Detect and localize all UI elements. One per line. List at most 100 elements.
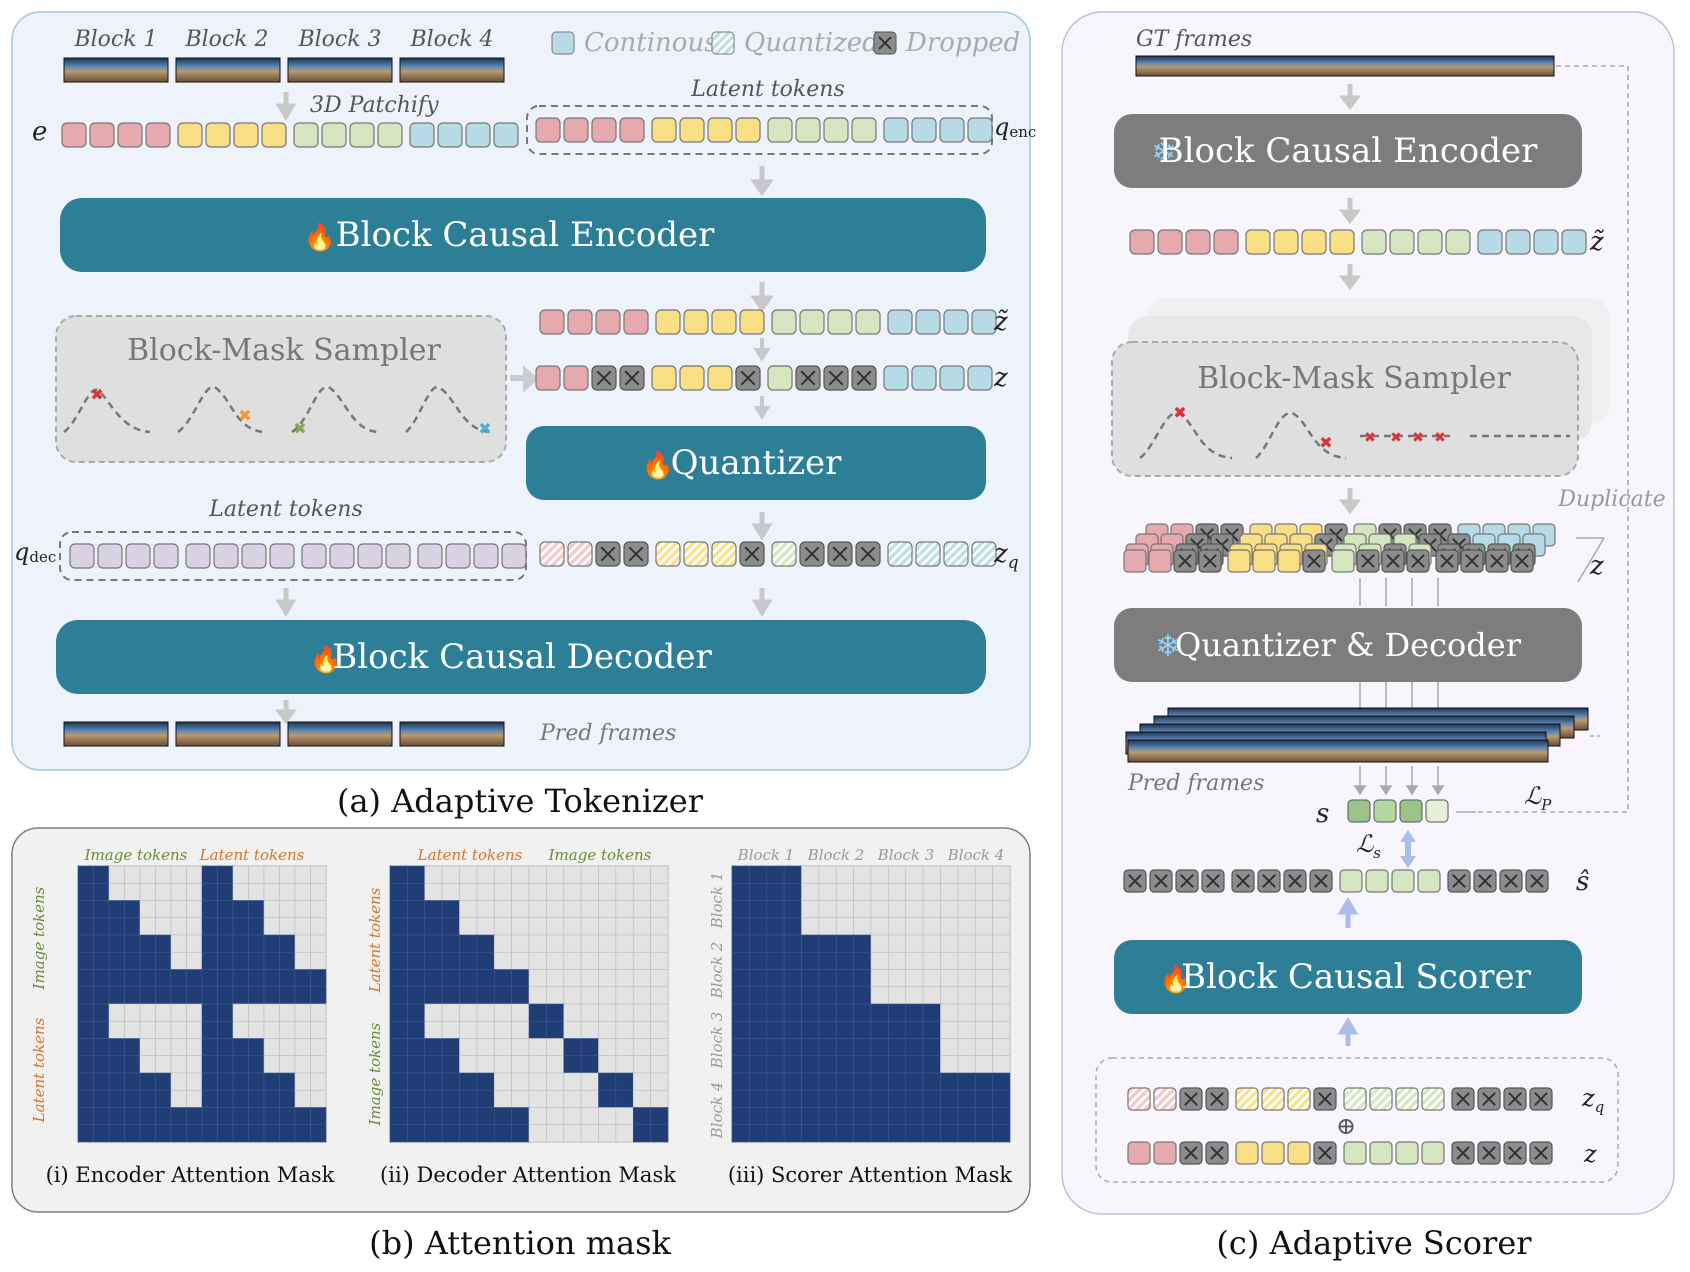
mask-cell-blocked bbox=[563, 969, 582, 988]
mask-cell-blocked bbox=[511, 1038, 530, 1057]
mask-cell-blocked bbox=[124, 1003, 141, 1022]
panel-a-caption: (a) Adaptive Tokenizer bbox=[337, 782, 704, 820]
token bbox=[539, 309, 565, 335]
mask-cell-attend bbox=[441, 1055, 460, 1074]
mask-cell-attend bbox=[853, 1107, 872, 1126]
mask-cell-attend bbox=[783, 986, 802, 1005]
token-row-e bbox=[61, 122, 519, 148]
mask-cell-blocked bbox=[493, 1038, 512, 1057]
sample-point-red: ✖ bbox=[90, 387, 103, 404]
mask-cell-attend bbox=[801, 1089, 820, 1108]
panel-b-caption: (b) Attention mask bbox=[369, 1224, 671, 1262]
mask-cell-attend bbox=[940, 1089, 959, 1108]
mask-cell-blocked bbox=[493, 1020, 512, 1039]
token bbox=[493, 122, 519, 148]
mask-cell-blocked bbox=[957, 865, 976, 884]
mask-cell-blocked bbox=[992, 1038, 1011, 1057]
mask-cell-attend bbox=[632, 1107, 651, 1126]
mask-cell-attend bbox=[279, 1089, 296, 1108]
mask-cell-blocked bbox=[511, 1003, 530, 1022]
mask-cell-blocked bbox=[992, 865, 1011, 884]
mask-cell-blocked bbox=[650, 917, 669, 936]
mask-cell-attend bbox=[598, 1089, 617, 1108]
mask-cell-attend bbox=[546, 1020, 565, 1039]
mask-cell-attend bbox=[801, 1124, 820, 1143]
mask-cell-attend bbox=[905, 1107, 924, 1126]
mask-cell-blocked bbox=[563, 1072, 582, 1091]
mask-cell-blocked bbox=[139, 1038, 156, 1057]
mask-cell-blocked bbox=[294, 917, 311, 936]
mask-cell-blocked bbox=[493, 865, 512, 884]
mask-cell-attend bbox=[108, 1038, 125, 1057]
mask-cell-attend bbox=[294, 1124, 311, 1143]
mask-cell-attend bbox=[407, 1107, 426, 1126]
score-row bbox=[1347, 799, 1449, 823]
mask-cell-blocked bbox=[155, 1038, 172, 1057]
mask-cell-attend bbox=[217, 865, 234, 884]
mask-cell-blocked bbox=[528, 951, 547, 970]
drop-cross-icon bbox=[1530, 874, 1544, 888]
mask-cell-attend bbox=[731, 1003, 750, 1022]
mask-cell-attend bbox=[279, 951, 296, 970]
mask-cell-blocked bbox=[546, 1107, 565, 1126]
mask-cell-blocked bbox=[974, 900, 993, 919]
mask-cell-attend bbox=[170, 1124, 187, 1143]
mask-cell-attend bbox=[731, 1072, 750, 1091]
token bbox=[1421, 1141, 1445, 1165]
mask-cell-attend bbox=[731, 1107, 750, 1126]
mask-cell-blocked bbox=[650, 1072, 669, 1091]
mask-cell-attend bbox=[870, 1107, 889, 1126]
mask-cell-blocked bbox=[957, 986, 976, 1005]
mask-cell-attend bbox=[201, 1055, 218, 1074]
mask-cell-attend bbox=[731, 900, 750, 919]
token bbox=[735, 117, 761, 143]
mask-cell-attend bbox=[749, 1003, 768, 1022]
mask-cell-attend bbox=[77, 986, 94, 1005]
mask-cell-attend bbox=[870, 1072, 889, 1091]
mask-cell-blocked bbox=[905, 969, 924, 988]
mask-cell-blocked bbox=[818, 917, 837, 936]
scorer-side-label-3: Block 3 bbox=[708, 1012, 726, 1070]
mask-cell-attend bbox=[766, 1089, 785, 1108]
mask-cell-blocked bbox=[563, 1089, 582, 1108]
mask-cell-blocked bbox=[632, 969, 651, 988]
mask-cell-blocked bbox=[992, 969, 1011, 988]
mask-cell-attend bbox=[155, 934, 172, 953]
loss-double-arrow bbox=[1400, 830, 1416, 868]
token bbox=[1421, 1087, 1445, 1111]
mask-cell-blocked bbox=[615, 1020, 634, 1039]
mask-cell-attend bbox=[139, 1107, 156, 1126]
block-label: Block 4 bbox=[409, 27, 493, 52]
sampler-label-c: Block-Mask Sampler bbox=[1197, 361, 1511, 396]
mask-cell-attend bbox=[310, 1124, 327, 1143]
drop-cross-icon bbox=[1178, 554, 1192, 568]
mask-cell-blocked bbox=[650, 1089, 669, 1108]
mask-cell-blocked bbox=[459, 900, 478, 919]
mask-cell-blocked bbox=[139, 917, 156, 936]
token bbox=[385, 543, 411, 569]
token bbox=[1391, 869, 1415, 893]
mask-cell-blocked bbox=[563, 1020, 582, 1039]
mask-cell-attend bbox=[279, 1107, 296, 1126]
mask-cell-blocked bbox=[940, 951, 959, 970]
token bbox=[939, 117, 965, 143]
mask-cell-blocked bbox=[476, 882, 495, 901]
mask-cell-blocked bbox=[459, 882, 478, 901]
mask-cell-blocked bbox=[580, 1124, 599, 1143]
mask-cell-attend bbox=[232, 1089, 249, 1108]
mask-cell-attend bbox=[294, 969, 311, 988]
token bbox=[767, 365, 793, 391]
mask-cell-attend bbox=[155, 1124, 172, 1143]
mask-cell-attend bbox=[905, 1038, 924, 1057]
mask-cell-blocked bbox=[546, 865, 565, 884]
mask-cell-attend bbox=[407, 1003, 426, 1022]
mask-cell-attend bbox=[424, 951, 443, 970]
mask-cell-attend bbox=[248, 1124, 265, 1143]
token bbox=[293, 122, 319, 148]
mask-cell-attend bbox=[905, 1124, 924, 1143]
drop-cross-icon bbox=[1318, 1146, 1332, 1160]
mask-cell-attend bbox=[615, 1072, 634, 1091]
mask-cell-blocked bbox=[580, 1020, 599, 1039]
mask-cell-attend bbox=[528, 1003, 547, 1022]
mask-cell-attend bbox=[835, 1055, 854, 1074]
